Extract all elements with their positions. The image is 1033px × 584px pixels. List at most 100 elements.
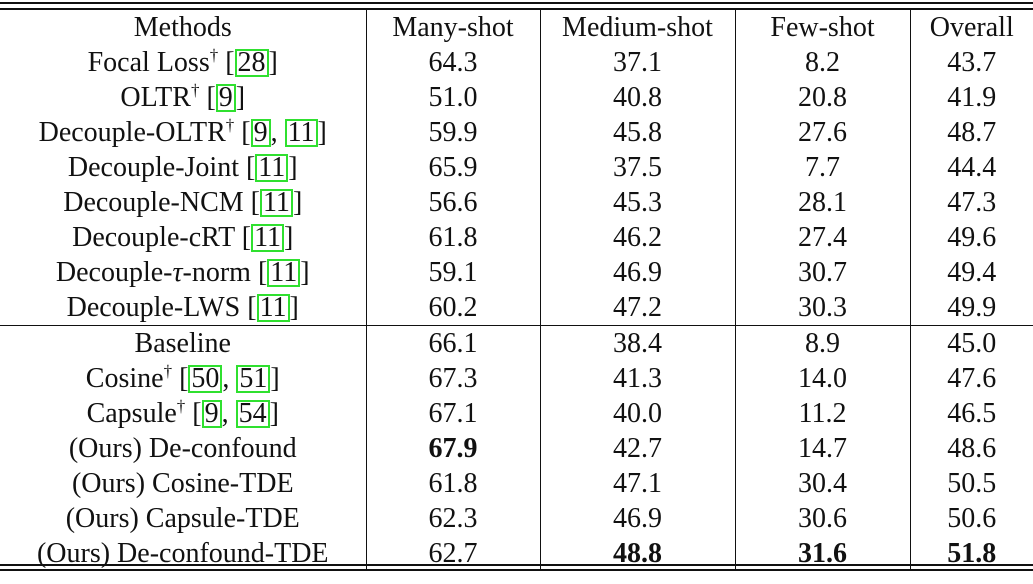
bottom-rule-2 <box>0 569 1033 571</box>
value-cell: 30.3 <box>734 290 910 326</box>
table-row: Decouple-LWS [11] 60.2 47.2 30.3 49.9 <box>0 290 1033 326</box>
value-text: 8.2 <box>805 47 840 78</box>
citation-link[interactable]: 11 <box>267 259 301 287</box>
value-text: 43.7 <box>947 47 997 78</box>
value-cell: 60.2 <box>365 290 540 326</box>
value-text: 45.0 <box>947 328 997 359</box>
table-row: Focal Loss† [28] 64.3 37.1 8.2 43.7 <box>0 45 1033 80</box>
value-text: 50.6 <box>947 503 997 534</box>
citation-link[interactable]: 11 <box>256 294 290 322</box>
value-cell: 41.3 <box>539 361 735 396</box>
header-medium-shot: Medium-shot <box>539 10 735 45</box>
value-cell: 45.0 <box>909 325 1033 361</box>
method-name: Focal Loss <box>87 47 210 78</box>
value-text: 30.7 <box>798 257 847 288</box>
value-text: 27.6 <box>798 117 847 148</box>
value-cell: 49.4 <box>909 255 1033 290</box>
value-text: 67.3 <box>428 363 478 394</box>
citation-link[interactable]: 9 <box>250 119 271 147</box>
value-text: 48.8 <box>613 538 662 569</box>
method-name: Decouple-Joint <box>67 152 239 183</box>
value-text: 28.1 <box>798 187 847 218</box>
value-text: 51.8 <box>947 538 997 569</box>
value-text: 59.1 <box>428 257 478 288</box>
value-text: 31.6 <box>798 538 847 569</box>
table-row: Decouple-Joint [11] 65.9 37.5 7.7 44.4 <box>0 150 1033 185</box>
value-cell: 67.1 <box>365 396 540 431</box>
table-row: (Ours) Cosine-TDE 61.8 47.1 30.4 50.5 <box>0 466 1033 501</box>
value-cell: 42.7 <box>539 431 735 466</box>
citation-link[interactable]: 11 <box>284 119 318 147</box>
value-text: 51.0 <box>428 82 478 113</box>
top-rule-2 <box>0 8 1033 10</box>
value-cell: 45.3 <box>539 185 735 220</box>
header-row: Methods Many-shot Medium-shot Few-shot O… <box>0 10 1033 45</box>
dagger-mark: † <box>176 396 186 416</box>
citation-link[interactable]: 50 <box>188 365 223 393</box>
citation-link[interactable]: 11 <box>255 154 289 182</box>
value-cell: 8.9 <box>734 325 910 361</box>
value-text: 47.1 <box>613 468 662 499</box>
value-text: 62.3 <box>428 503 478 534</box>
citation-link[interactable]: 9 <box>215 84 236 112</box>
value-text: 40.8 <box>613 82 662 113</box>
value-cell: 11.2 <box>734 396 910 431</box>
value-cell: 64.3 <box>365 45 540 80</box>
value-text: 62.7 <box>428 538 478 569</box>
value-text: 49.6 <box>947 222 997 253</box>
value-cell: 27.4 <box>734 220 910 255</box>
value-cell: 59.1 <box>365 255 540 290</box>
value-cell: 46.5 <box>909 396 1033 431</box>
citation-link[interactable]: 54 <box>235 400 270 428</box>
method-name: (Ours) Cosine-TDE <box>71 468 294 499</box>
value-text: 59.9 <box>428 117 478 148</box>
value-cell: 56.6 <box>365 185 540 220</box>
top-rule-1 <box>0 2 1033 4</box>
method-name: Cosine <box>85 363 164 394</box>
citation-link[interactable]: 28 <box>234 49 269 77</box>
value-cell: 40.0 <box>539 396 735 431</box>
table-row: (Ours) Capsule-TDE 62.3 46.9 30.6 50.6 <box>0 501 1033 536</box>
table-row: (Ours) De-confound 67.9 42.7 14.7 48.6 <box>0 431 1033 466</box>
value-text: 42.7 <box>613 433 662 464</box>
header-few-shot: Few-shot <box>734 10 910 45</box>
value-cell: 27.6 <box>734 115 910 150</box>
value-cell: 30.7 <box>734 255 910 290</box>
value-cell: 20.8 <box>734 80 910 115</box>
citation-link[interactable]: 9 <box>201 400 222 428</box>
value-text: 30.4 <box>798 468 847 499</box>
method-cell: (Ours) De-confound <box>0 431 366 466</box>
value-cell: 40.8 <box>539 80 735 115</box>
value-text: 67.9 <box>428 433 478 464</box>
dagger-mark: † <box>190 80 200 100</box>
value-text: 65.9 <box>428 152 478 183</box>
method-name: Capsule <box>86 398 177 429</box>
value-text: 37.1 <box>613 47 662 78</box>
value-cell: 7.7 <box>734 150 910 185</box>
value-text: 48.7 <box>947 117 997 148</box>
citation-link[interactable]: 11 <box>251 224 285 252</box>
value-cell: 48.7 <box>909 115 1033 150</box>
method-cell: (Ours) Cosine-TDE <box>0 466 366 501</box>
method-name: Decouple-OLTR <box>38 117 226 148</box>
value-cell: 50.6 <box>909 501 1033 536</box>
method-name: (Ours) De-confound-TDE <box>36 538 329 569</box>
value-text: 11.2 <box>798 398 847 429</box>
value-text: 46.9 <box>613 257 662 288</box>
value-text: 44.4 <box>947 152 997 183</box>
table-row: Baseline 66.1 38.4 8.9 45.0 <box>0 325 1033 361</box>
value-text: 41.3 <box>613 363 662 394</box>
value-cell: 61.8 <box>365 220 540 255</box>
method-cell: Decouple-OLTR† [9, 11] <box>38 115 327 148</box>
citation-link[interactable]: 51 <box>236 365 271 393</box>
value-text: 37.5 <box>613 152 662 183</box>
method-name: Decouple-cRT <box>72 222 235 253</box>
table-row: Decouple-NCM [11] 56.6 45.3 28.1 47.3 <box>0 185 1033 220</box>
method-cell: Decouple-cRT [11] <box>72 222 294 253</box>
citation-link[interactable]: 11 <box>259 189 293 217</box>
value-cell: 41.9 <box>909 80 1033 115</box>
value-cell: 67.3 <box>365 361 540 396</box>
method-name: Decouple-τ-norm <box>55 257 251 288</box>
value-text: 47.2 <box>613 292 662 323</box>
value-cell: 8.2 <box>734 45 910 80</box>
